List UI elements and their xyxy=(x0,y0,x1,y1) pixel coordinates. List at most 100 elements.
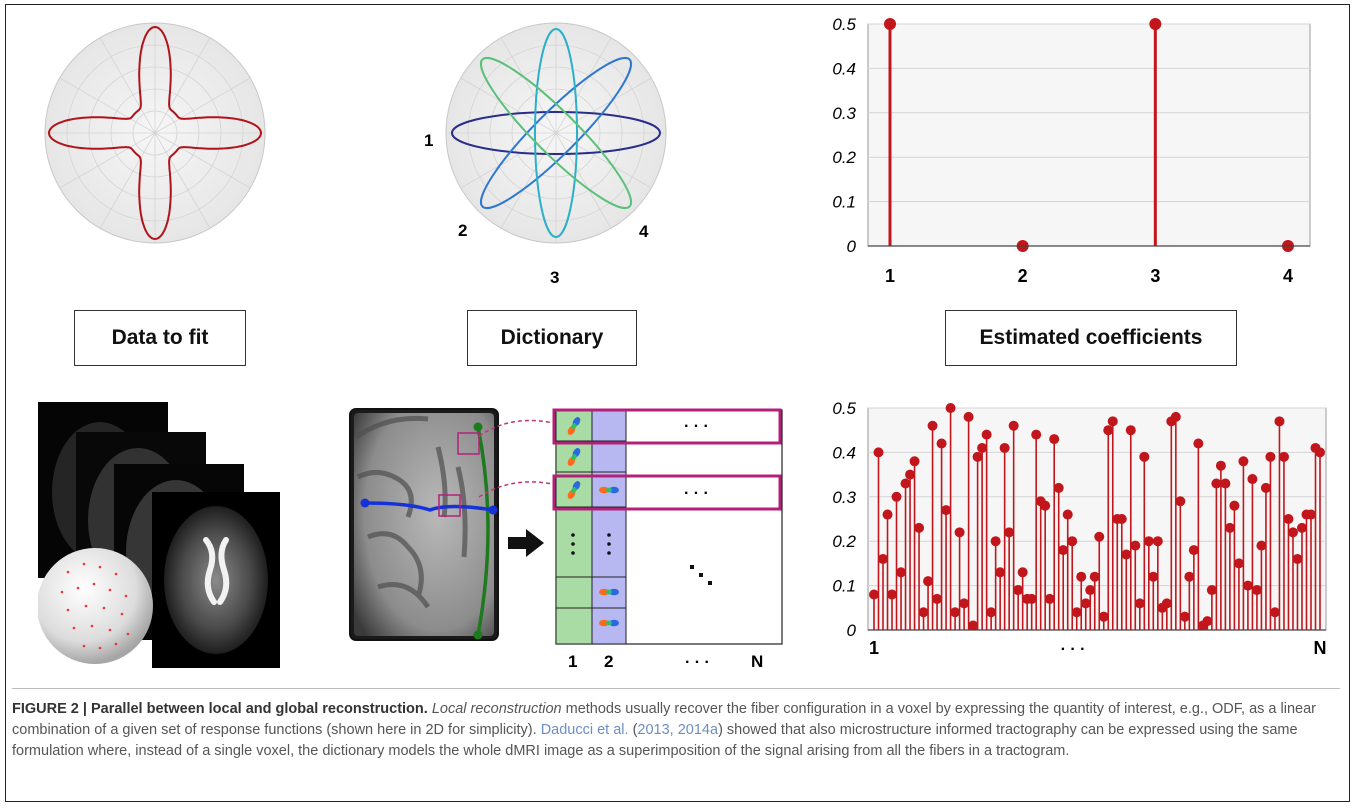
matrix-column-2 xyxy=(591,409,627,645)
stem-marker xyxy=(891,491,902,502)
dictionary-atom-1 xyxy=(451,111,661,155)
stem-marker xyxy=(918,607,929,618)
x-start-label: 1 xyxy=(869,638,879,658)
y-tick-label: 0.2 xyxy=(832,148,856,167)
voxel-highlight xyxy=(457,432,480,455)
caption-italic: Local reconstruction xyxy=(431,701,562,717)
sampling-sphere xyxy=(38,548,153,664)
figure-caption: FIGURE 2 | Parallel between local and gl… xyxy=(12,688,1340,762)
y-tick-label: 0.4 xyxy=(832,443,856,462)
stem-marker xyxy=(1184,571,1195,582)
stem-marker xyxy=(1251,585,1262,596)
stem-marker xyxy=(1049,434,1060,445)
estimated-coefficients-chart: 0 0.1 0.2 0.3 0.4 0.5 1 2 3 4 xyxy=(832,15,1311,286)
caption-ref-author[interactable]: Daducci et al. xyxy=(540,722,629,738)
stem-marker xyxy=(884,18,896,30)
x-tick-label: 1 xyxy=(885,266,895,286)
stem-marker xyxy=(1202,616,1213,627)
stem-marker xyxy=(1040,500,1051,511)
matrix-col-2-label: 2 xyxy=(604,652,613,671)
stem-marker xyxy=(1274,416,1285,427)
stem-marker xyxy=(1229,500,1240,511)
stem-marker xyxy=(932,593,943,604)
caption-head: FIGURE 2 | Parallel between local and gl… xyxy=(12,701,428,717)
stem-marker xyxy=(990,536,1001,547)
stem-marker xyxy=(1260,482,1271,493)
caption-text-1: methods usually recover the fiber config… xyxy=(12,701,1316,738)
stem-marker xyxy=(995,567,1006,578)
stem-marker xyxy=(1076,571,1087,582)
y-tick-label: 0.2 xyxy=(832,532,856,551)
fiber-glyph-icon xyxy=(599,486,619,494)
stem-marker xyxy=(1278,451,1289,462)
streamline-blue xyxy=(364,501,494,512)
stem-marker xyxy=(1053,482,1064,493)
tractography-brain xyxy=(349,408,499,641)
stem-marker xyxy=(981,429,992,440)
stem-marker xyxy=(1125,425,1136,436)
dictionary-matrix: · · · · · · 1 2 · · · N xyxy=(552,408,783,671)
dictionary-label: Dictionary xyxy=(467,310,637,366)
stem-marker xyxy=(1256,540,1267,551)
stem-marker xyxy=(1017,567,1028,578)
stem-marker xyxy=(914,522,925,533)
stem-marker xyxy=(954,527,965,538)
stem-marker xyxy=(1292,553,1303,564)
stem-marker xyxy=(1296,522,1307,533)
matrix-dots-bottom: · · · xyxy=(685,654,710,671)
stem-marker xyxy=(873,447,884,458)
stem-marker xyxy=(1004,527,1015,538)
stem-marker xyxy=(1094,531,1105,542)
y-tick-label: 0.3 xyxy=(832,488,856,507)
stem-marker xyxy=(887,589,898,600)
dictionary-number-2: 2 xyxy=(458,221,467,240)
y-tick-label: 0.1 xyxy=(832,193,856,212)
stem-marker xyxy=(1188,545,1199,556)
fiber-glyph-icon xyxy=(567,417,581,435)
stem-marker xyxy=(1080,598,1091,609)
stem-marker xyxy=(1242,580,1253,591)
stem-marker xyxy=(1170,411,1181,422)
dictionary-number-3: 3 xyxy=(550,268,559,287)
stem-marker xyxy=(1134,598,1145,609)
odf-curve xyxy=(47,25,263,241)
dictionary-atom-3 xyxy=(534,28,578,238)
stem-marker xyxy=(977,442,988,453)
stem-marker xyxy=(945,403,956,413)
stem-marker xyxy=(963,411,974,422)
x-middle-label: · · · xyxy=(1061,641,1086,658)
stem-marker xyxy=(1224,522,1235,533)
stem-marker xyxy=(1211,478,1222,489)
y-tick-label: 0 xyxy=(847,237,857,256)
stem-marker xyxy=(869,589,879,600)
matrix-n-label: N xyxy=(751,652,763,671)
stem-marker xyxy=(1215,460,1226,471)
stem-marker xyxy=(923,576,934,587)
stem-marker xyxy=(1044,593,1055,604)
stem-marker xyxy=(1067,536,1078,547)
stem-marker xyxy=(927,420,938,431)
stem-marker xyxy=(1008,420,1019,431)
streamline-green xyxy=(476,426,490,636)
stem-marker xyxy=(1238,456,1249,467)
stem-marker xyxy=(1107,416,1118,427)
stem-marker xyxy=(1148,571,1159,582)
dictionary-number-4: 4 xyxy=(639,222,649,241)
y-tick-label: 0.1 xyxy=(832,577,856,596)
stem-marker xyxy=(1116,514,1127,524)
fiber-glyph-icon xyxy=(599,588,619,596)
stem-marker xyxy=(1058,545,1069,556)
stem-marker xyxy=(905,469,916,480)
caption-ref-years[interactable]: 2013, 2014a xyxy=(637,722,719,738)
dictionary-polar-plot: 1 2 3 4 xyxy=(424,22,667,287)
stem-marker xyxy=(1139,451,1150,462)
stem-marker xyxy=(1062,509,1073,520)
stem-marker xyxy=(1152,536,1163,547)
stem-marker xyxy=(896,567,907,578)
figure-frame xyxy=(5,4,1350,802)
dictionary-number-1: 1 xyxy=(424,131,433,150)
stem-marker xyxy=(1103,425,1114,436)
stem-marker xyxy=(1269,607,1280,618)
stem-marker xyxy=(1283,514,1294,524)
matrix-row-highlight xyxy=(552,474,782,511)
